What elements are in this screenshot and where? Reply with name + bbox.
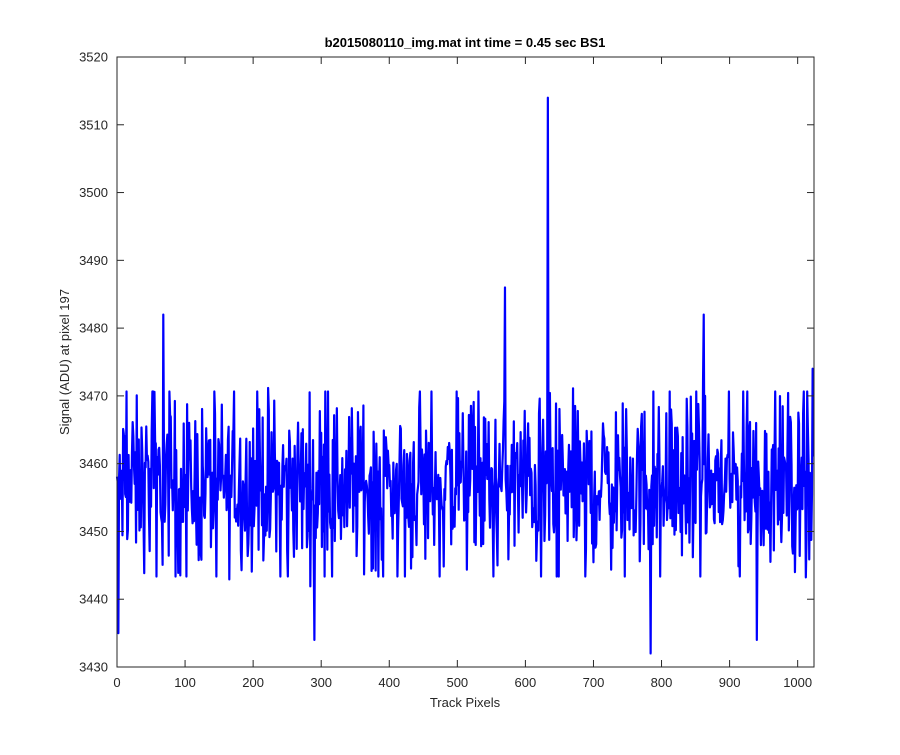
x-tick-label: 100 bbox=[174, 675, 196, 690]
x-tick-label: 700 bbox=[583, 675, 605, 690]
y-tick-label: 3510 bbox=[79, 117, 108, 132]
x-tick-label: 800 bbox=[651, 675, 673, 690]
y-tick-label: 3480 bbox=[79, 321, 108, 336]
series-layer bbox=[115, 96, 815, 655]
ticks-layer: 0 100 200 300 400 500 600 700 800 900 1000 3430 3440… bbox=[79, 50, 814, 690]
y-tick-label: 3520 bbox=[79, 50, 108, 65]
y-tick-label: 3470 bbox=[79, 388, 108, 403]
y-axis-label: Signal (ADU) at pixel 197 bbox=[57, 289, 72, 435]
x-tick-label: 1000 bbox=[783, 675, 812, 690]
plot-area bbox=[117, 57, 814, 667]
axes-box bbox=[116, 56, 815, 668]
y-tick-label: 3490 bbox=[79, 253, 108, 268]
x-tick-label: 300 bbox=[310, 675, 332, 690]
y-tick-label: 3500 bbox=[79, 185, 108, 200]
x-tick-label: 900 bbox=[719, 675, 741, 690]
y-tick-label: 3440 bbox=[79, 592, 108, 607]
x-axis-label: Track Pixels bbox=[430, 695, 501, 710]
x-tick-label: 500 bbox=[446, 675, 468, 690]
axes-layer bbox=[116, 56, 815, 668]
x-tick-label: 0 bbox=[113, 675, 120, 690]
y-tick-label: 3460 bbox=[79, 456, 108, 471]
series-line bbox=[115, 96, 815, 655]
chart-title: b2015080110_img.mat int time = 0.45 sec … bbox=[325, 35, 606, 50]
y-tick-label: 3430 bbox=[79, 660, 108, 675]
x-tick-label: 200 bbox=[242, 675, 264, 690]
x-tick-label: 600 bbox=[515, 675, 537, 690]
x-tick-label: 400 bbox=[378, 675, 400, 690]
y-tick-label: 3450 bbox=[79, 524, 108, 539]
